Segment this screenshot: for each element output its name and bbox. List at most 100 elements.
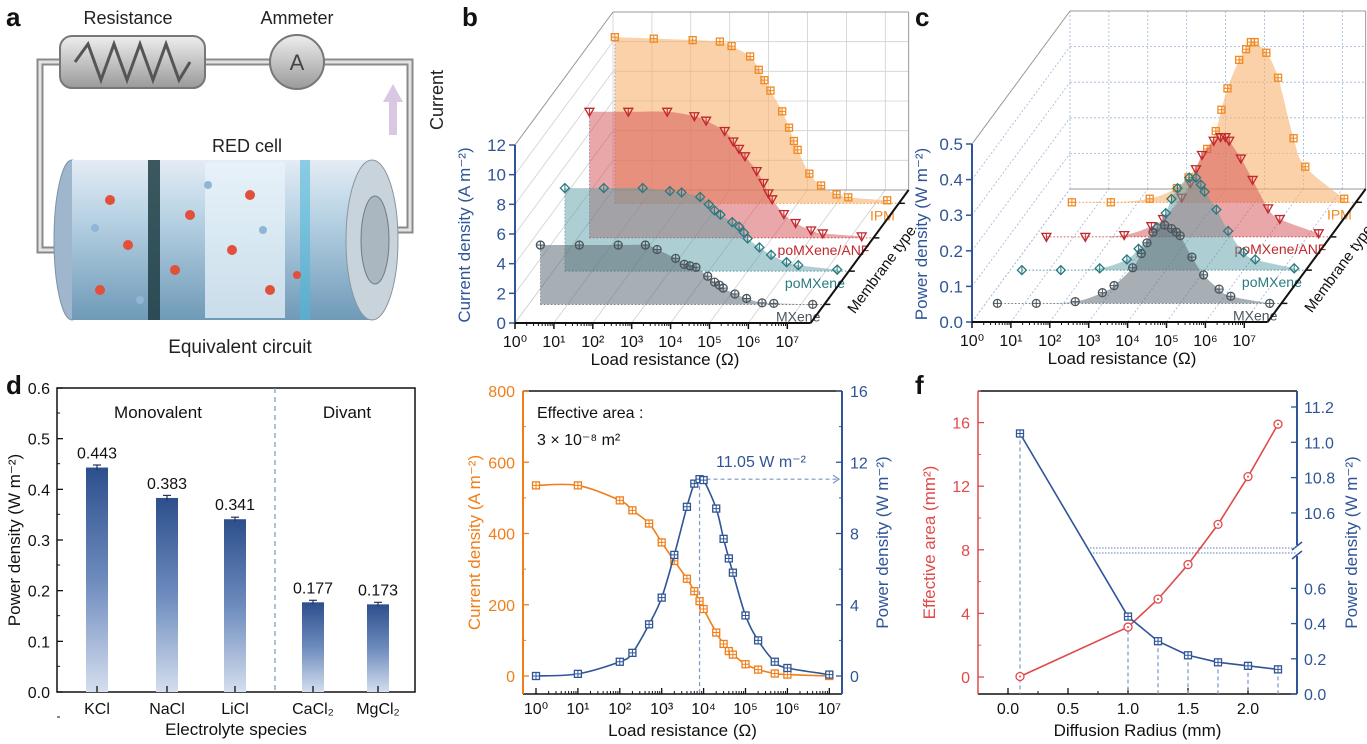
data-point — [1123, 622, 1133, 632]
right-y-tick-label: 12 — [850, 455, 868, 472]
data-point — [715, 209, 726, 221]
bar-value-label: 0.341 — [215, 497, 255, 514]
data-point — [789, 218, 802, 229]
series-label: poMXene/ANF — [1235, 241, 1327, 257]
data-point — [644, 620, 654, 629]
data-point — [1198, 270, 1209, 280]
data-point — [718, 283, 728, 293]
data-point — [741, 293, 752, 304]
series-mxene: MXene — [992, 220, 1282, 323]
box-edge — [971, 10, 1071, 145]
data-point — [726, 216, 738, 228]
data-point — [778, 107, 787, 116]
data-point — [671, 253, 681, 264]
grid-line — [971, 117, 1071, 252]
x-tick-label: 10⁷ — [776, 334, 800, 351]
series-area — [1046, 136, 1319, 238]
data-point — [1123, 612, 1133, 621]
data-point — [1249, 254, 1261, 265]
data-point — [817, 229, 829, 240]
x-tick-label: 10⁶ — [1193, 333, 1217, 350]
current-label: Current — [427, 70, 447, 130]
x-tick-label: 10⁰ — [524, 701, 548, 718]
data-point — [1243, 472, 1253, 482]
grid-line — [514, 41, 614, 175]
data-point — [712, 628, 721, 637]
y-tick-label: 12 — [487, 136, 506, 155]
peak-value-label: 11.05 W m⁻² — [716, 454, 807, 471]
panel-label-a: a — [6, 2, 21, 32]
data-point — [808, 299, 818, 310]
bar-value-label: 0.443 — [77, 446, 117, 463]
data-point — [690, 479, 699, 488]
data-point — [1148, 227, 1158, 237]
data-point — [805, 169, 814, 178]
grid-line — [748, 189, 847, 324]
data-point — [1250, 37, 1259, 47]
data-point — [1273, 419, 1283, 429]
data-point — [1153, 637, 1163, 646]
left-y-tick-label: 200 — [488, 598, 515, 615]
data-point — [1273, 665, 1283, 674]
x-tick-label: 1.5 — [1177, 701, 1199, 718]
data-point — [1274, 214, 1286, 225]
data-point — [745, 52, 755, 61]
right-y-tick-label: 11.0 — [1304, 435, 1334, 452]
data-point — [741, 660, 750, 669]
data-point — [733, 144, 745, 155]
data-point — [535, 240, 546, 250]
x-tick-label: 10⁴ — [1115, 333, 1140, 350]
y-tick-label: 0.0 — [939, 313, 963, 332]
y-tick-label: 0.6 — [28, 381, 50, 398]
data-point — [583, 107, 596, 118]
x-axis-title: Load resistance (Ω) — [591, 350, 740, 369]
data-point — [1175, 231, 1185, 241]
right-y-tick-label: 11.2 — [1304, 400, 1334, 417]
data-point — [1109, 280, 1119, 291]
data-point — [1243, 661, 1253, 670]
data-point — [1288, 262, 1300, 274]
data-point — [1183, 559, 1193, 570]
grid-line — [786, 189, 886, 324]
panel-f-dual-axis-chart: f 0 4 8 12 16 0.0 0.2 0.4 0.6 10.6 10.8 11.0 11.2 0.0… — [915, 370, 1361, 740]
y-tick-label: 0.2 — [28, 584, 50, 601]
x-tick-label: 10⁴ — [691, 701, 716, 718]
data-point — [1223, 136, 1235, 147]
bar-value-label: 0.177 — [293, 580, 333, 597]
data-point — [793, 145, 802, 155]
data-point — [832, 190, 841, 199]
y-tick-label: 0.1 — [939, 277, 963, 296]
x-tick-label: 10¹ — [542, 334, 565, 351]
data-point — [613, 240, 623, 250]
data-point — [784, 123, 794, 132]
bar-4: 0.173 — [358, 582, 398, 692]
right-y-tick-label: 0.2 — [1304, 652, 1326, 669]
data-point — [1097, 288, 1108, 298]
co-ion-particles — [91, 181, 267, 304]
data-point — [753, 636, 763, 645]
grid-line — [971, 188, 1071, 323]
data-point — [670, 550, 679, 560]
equivalent-circuit-caption: Equivalent circuit — [168, 337, 312, 358]
x-axis-title: Diffusion Radius (mm) — [1054, 721, 1222, 740]
y-tick-label: 0.3 — [939, 206, 963, 225]
x-tick-label: 10¹ — [566, 701, 589, 718]
y-axis-title: Power density (W m⁻²) — [5, 454, 24, 626]
red-cell-label: RED cell — [212, 136, 282, 156]
series-current-density — [531, 481, 834, 681]
right-y-tick-label: 0.6 — [1304, 581, 1326, 598]
data-point — [719, 639, 728, 649]
data-point — [719, 534, 728, 543]
ammeter-symbol: A — [290, 50, 305, 75]
grid-line — [1010, 188, 1110, 323]
grid-line — [1243, 188, 1343, 323]
data-point — [574, 240, 584, 250]
group-label-divalent: Divant — [323, 403, 371, 422]
data-point — [1226, 291, 1236, 301]
panel-e-dual-axis-chart: 0 200 400 600 800 0 4 8 12 16 10⁰ 10¹ 10² 10³ 10⁴ 10⁵ 10… — [465, 384, 892, 740]
data-point — [770, 657, 779, 666]
y-tick-label: 0.3 — [28, 533, 50, 550]
data-point — [1142, 238, 1152, 248]
data-point — [703, 198, 715, 210]
y-tick-label: 0.1 — [28, 634, 50, 651]
